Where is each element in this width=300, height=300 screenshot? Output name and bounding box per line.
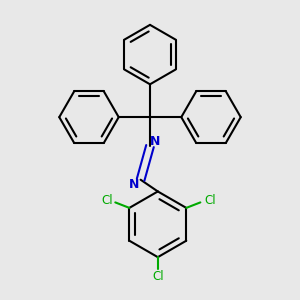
Text: Cl: Cl: [102, 194, 113, 207]
Text: N: N: [149, 135, 160, 148]
Text: Cl: Cl: [152, 270, 164, 283]
Text: N: N: [128, 178, 139, 191]
Text: Cl: Cl: [204, 194, 215, 207]
